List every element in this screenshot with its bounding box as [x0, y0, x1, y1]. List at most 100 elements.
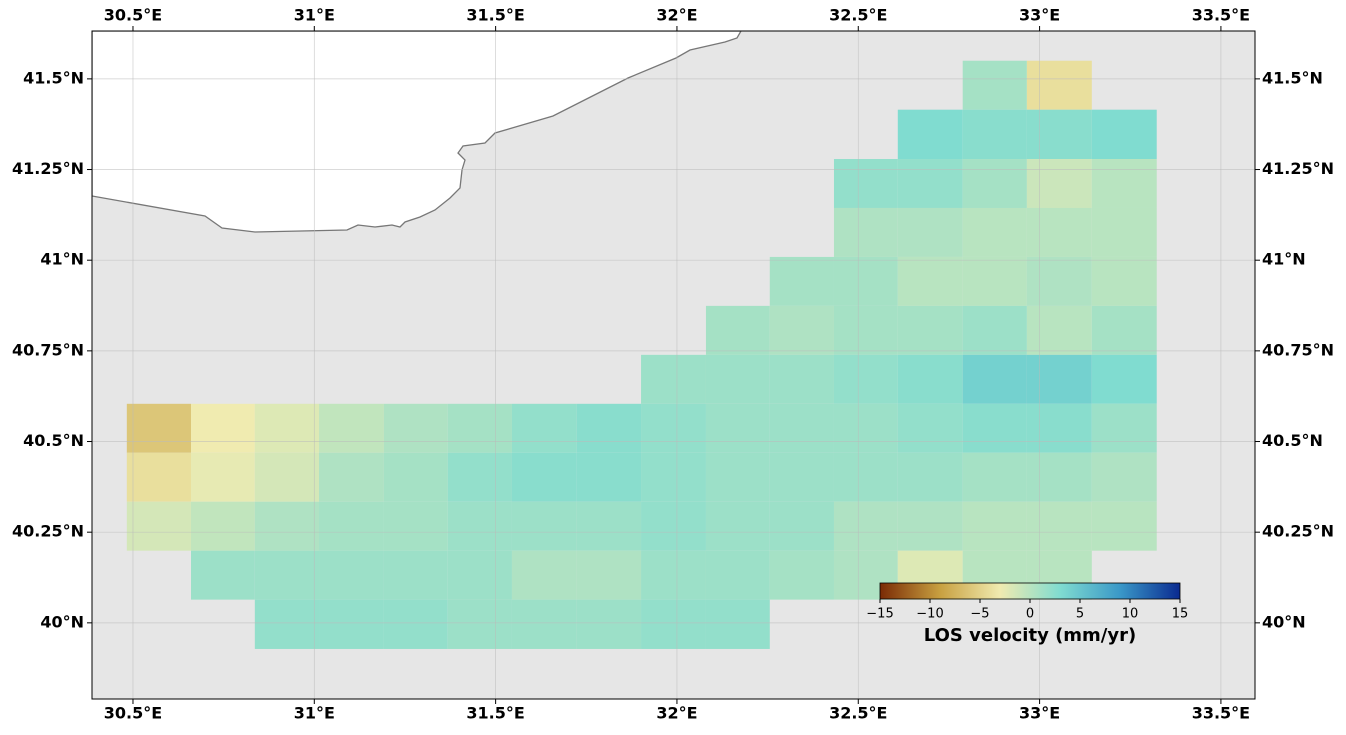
- tile: [641, 550, 706, 600]
- tile: [897, 501, 963, 551]
- tile: [705, 550, 770, 600]
- tile: [1026, 452, 1092, 502]
- y-tick-label: 40°N: [1262, 612, 1306, 631]
- frame: [91, 30, 1256, 700]
- tile: [962, 109, 1027, 160]
- tile: [254, 403, 320, 453]
- tile: [769, 256, 834, 306]
- y-tick-label: 40.5°N: [23, 431, 84, 450]
- tile: [705, 403, 770, 453]
- tile: [511, 452, 577, 502]
- tile: [1026, 501, 1092, 551]
- y-tick-label: 41.25°N: [1262, 159, 1334, 178]
- tile: [962, 60, 1027, 110]
- tile: [383, 501, 448, 551]
- tile: [1091, 354, 1157, 404]
- tile: [319, 452, 384, 502]
- x-tick-label: 31°E: [294, 704, 335, 723]
- tile: [1026, 109, 1092, 160]
- tile: [576, 403, 642, 453]
- x-tick-label: 33.5°E: [1192, 6, 1250, 25]
- x-tick-label: 31.5°E: [466, 6, 524, 25]
- tile: [833, 305, 898, 355]
- tile: [511, 501, 577, 551]
- y-tick-label: 40.25°N: [1262, 522, 1334, 541]
- y-tick-label: 40.75°N: [12, 340, 84, 359]
- tile: [319, 403, 384, 453]
- x-tick-label: 32.5°E: [829, 6, 887, 25]
- tile: [962, 207, 1027, 257]
- tile: [769, 550, 834, 600]
- tile: [447, 452, 512, 502]
- x-tick-label: 32°E: [656, 6, 697, 25]
- tile: [769, 305, 834, 355]
- tile: [833, 403, 898, 453]
- tile: [191, 501, 255, 551]
- tile: [319, 550, 384, 600]
- tile: [1026, 60, 1092, 110]
- tile: [962, 452, 1027, 502]
- tiles: [126, 60, 1157, 649]
- tile: [897, 207, 963, 257]
- colorbar-tick-label: 15: [1172, 607, 1189, 622]
- tile: [383, 452, 448, 502]
- y-tick-label: 41.5°N: [1262, 68, 1323, 87]
- tile: [897, 452, 963, 502]
- tile: [1091, 452, 1157, 502]
- tile: [511, 550, 577, 600]
- tile: [705, 599, 770, 649]
- tile: [254, 501, 320, 551]
- tile: [1026, 159, 1092, 208]
- colorbar-tick-label: −10: [916, 607, 943, 622]
- tile: [319, 599, 384, 649]
- tile: [962, 403, 1027, 453]
- tile: [1091, 159, 1157, 208]
- tile: [576, 550, 642, 600]
- y-tick-label: 41.5°N: [23, 68, 84, 87]
- tile: [511, 599, 577, 649]
- tile: [641, 403, 706, 453]
- tile: [705, 452, 770, 502]
- tile: [641, 452, 706, 502]
- tile: [191, 550, 255, 600]
- x-tick-label: 32°E: [656, 704, 697, 723]
- y-tick-label: 40.25°N: [12, 522, 84, 541]
- tile: [447, 599, 512, 649]
- tile: [705, 501, 770, 551]
- x-tick-label: 31°E: [294, 6, 335, 25]
- colorbar-label: LOS velocity (mm/yr): [924, 625, 1136, 646]
- tile: [769, 501, 834, 551]
- colorbar-tick-label: 10: [1122, 607, 1139, 622]
- tile: [897, 305, 963, 355]
- y-tick-label: 41.25°N: [12, 159, 84, 178]
- tile: [833, 207, 898, 257]
- x-tick-label: 31.5°E: [466, 704, 524, 723]
- colorbar-tick-label: −5: [970, 607, 989, 622]
- tile: [383, 599, 448, 649]
- tile: [705, 305, 770, 355]
- tile: [1091, 501, 1157, 551]
- tile: [1026, 354, 1092, 404]
- tile: [1026, 207, 1092, 257]
- tile: [1026, 305, 1092, 355]
- grid: [92, 31, 1255, 699]
- tile: [383, 403, 448, 453]
- y-tick-label: 41°N: [40, 250, 84, 269]
- tile: [641, 599, 706, 649]
- x-tick-label: 33.5°E: [1192, 704, 1250, 723]
- tile: [769, 403, 834, 453]
- tile: [126, 403, 192, 453]
- colorbar-tick-label: −15: [866, 607, 893, 622]
- tile: [1091, 403, 1157, 453]
- tile: [576, 452, 642, 502]
- tile: [191, 403, 255, 453]
- x-tick-label: 32.5°E: [829, 704, 887, 723]
- tile: [447, 550, 512, 600]
- tile: [833, 452, 898, 502]
- tile: [962, 256, 1027, 306]
- x-tick-label: 33°E: [1019, 704, 1060, 723]
- tile: [769, 354, 834, 404]
- tile: [1091, 305, 1157, 355]
